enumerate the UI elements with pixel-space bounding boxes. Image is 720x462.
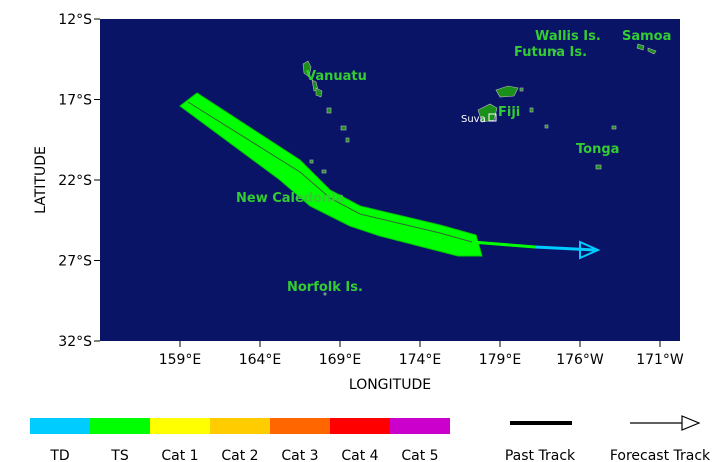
legend-swatch: [390, 418, 450, 434]
legend-swatch: [210, 418, 270, 434]
legend-label: TD: [49, 448, 69, 462]
storm-centerline: [187, 101, 473, 243]
place-label: Suva: [461, 114, 486, 125]
storm-swath: [179, 92, 483, 257]
legend-label: Cat 3: [281, 448, 318, 462]
legend-swatch: [330, 418, 390, 434]
place-label: Tonga: [576, 142, 619, 157]
legend-label: Forecast Track: [610, 448, 711, 462]
lon-tick-label: 176°W: [556, 352, 604, 368]
lon-tick-label: 169°E: [319, 352, 362, 368]
map-area: [100, 19, 680, 341]
legend-swatch: [270, 418, 330, 434]
legend-label: Past Track: [505, 448, 576, 462]
place-label: Vanuatu: [306, 69, 367, 84]
legend-label: Cat 1: [161, 448, 198, 462]
lat-tick-label: 17°S: [58, 93, 92, 109]
y-axis-label: LATITUDE: [33, 146, 49, 214]
lat-tick-label: 27°S: [58, 254, 92, 270]
lon-tick-label: 179°E: [479, 352, 522, 368]
legend-swatch: [90, 418, 150, 434]
place-label: Norfolk Is.: [287, 280, 363, 295]
lon-tick-label: 164°E: [239, 352, 282, 368]
place-label: Wallis Is.: [535, 29, 601, 44]
forecast-arrow-symbol: [681, 415, 701, 431]
forecast-track-td: [534, 245, 596, 252]
legend: TD TS Cat 1 Cat 2 Cat 3 Cat 4 Cat 5: [30, 418, 450, 462]
forecast-track-ts: [471, 240, 536, 249]
legend-swatch: [150, 418, 210, 434]
lon-tick-label: 174°E: [399, 352, 442, 368]
place-label: New Caledonia: [236, 191, 345, 206]
lat-tick-label: 22°S: [58, 173, 92, 189]
capital-marker: [488, 113, 497, 122]
lon-tick-label: 171°W: [636, 352, 684, 368]
place-label: Fiji: [498, 105, 520, 120]
land: [302, 43, 657, 296]
place-label: Samoa: [622, 29, 671, 44]
legend-label: TS: [110, 448, 129, 462]
lon-tick-label: 159°E: [159, 352, 202, 368]
x-axis-label: LONGITUDE: [349, 377, 431, 393]
ticks: 12°S 17°S 22°S 27°S 32°S 159°E 164°E 169°E 174°E…: [58, 12, 684, 368]
legend-label: Cat 4: [341, 448, 378, 462]
legend-label: Cat 2: [221, 448, 258, 462]
legend-swatch: [30, 418, 90, 434]
place-label: Futuna Is.: [514, 45, 587, 60]
lat-tick-label: 32°S: [58, 334, 92, 350]
lat-tick-label: 12°S: [58, 12, 92, 28]
legend-label: Cat 5: [401, 448, 438, 462]
forecast-arrow: [579, 240, 601, 260]
